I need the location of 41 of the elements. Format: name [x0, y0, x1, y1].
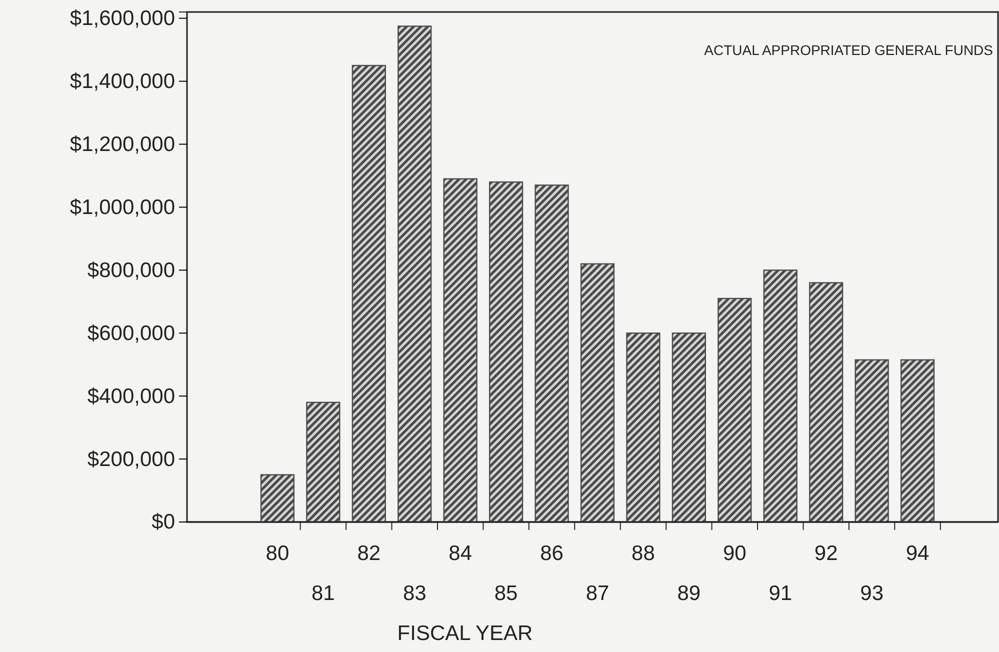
x-axis-title: FISCAL YEAR: [397, 622, 533, 645]
x-tick-label: 82: [357, 542, 381, 565]
bar: [443, 178, 478, 523]
x-tick-label: 87: [586, 582, 610, 605]
bar: [854, 359, 889, 523]
x-tick-label: 86: [540, 542, 564, 565]
x-tick-label: 91: [768, 582, 792, 605]
y-tick-label: $0: [152, 510, 175, 534]
bar: [809, 282, 844, 523]
x-tick-label: 84: [448, 542, 472, 565]
bar: [763, 270, 798, 523]
bar: [900, 359, 935, 523]
y-tick-label: $200,000: [87, 448, 175, 471]
x-tick-label: 90: [722, 542, 746, 565]
x-tick-label: 94: [906, 542, 930, 565]
bar: [398, 26, 432, 523]
bar: [672, 332, 706, 523]
y-tick-label: $800,000: [87, 258, 175, 282]
bar: [626, 332, 660, 523]
x-tick-label: 93: [860, 582, 884, 605]
x-tick-label: 92: [814, 542, 838, 565]
x-tick-label: 85: [494, 582, 518, 605]
x-tick-label: 88: [632, 542, 655, 565]
bar: [534, 184, 569, 523]
bar: [580, 263, 615, 523]
x-tick-label: 81: [312, 582, 335, 605]
x-tick-label: 89: [677, 582, 701, 605]
y-tick-label: $600,000: [87, 322, 175, 345]
y-tick-label: $400,000: [87, 384, 175, 408]
annotation: ACTUAL APPROPRIATED GENERAL FUNDS: [704, 42, 993, 58]
y-tick-label: $1,600,000: [70, 7, 175, 30]
bar: [718, 298, 752, 523]
bar: [352, 64, 386, 523]
x-tick-label: 80: [266, 542, 290, 565]
y-tick-label: $1,000,000: [70, 196, 175, 219]
y-tick-label: $1,200,000: [70, 132, 175, 156]
y-tick-label: $1,400,000: [70, 70, 175, 93]
bar: [260, 474, 295, 523]
bar: [306, 402, 340, 523]
bar: [489, 181, 524, 523]
x-tick-label: 83: [402, 582, 426, 605]
